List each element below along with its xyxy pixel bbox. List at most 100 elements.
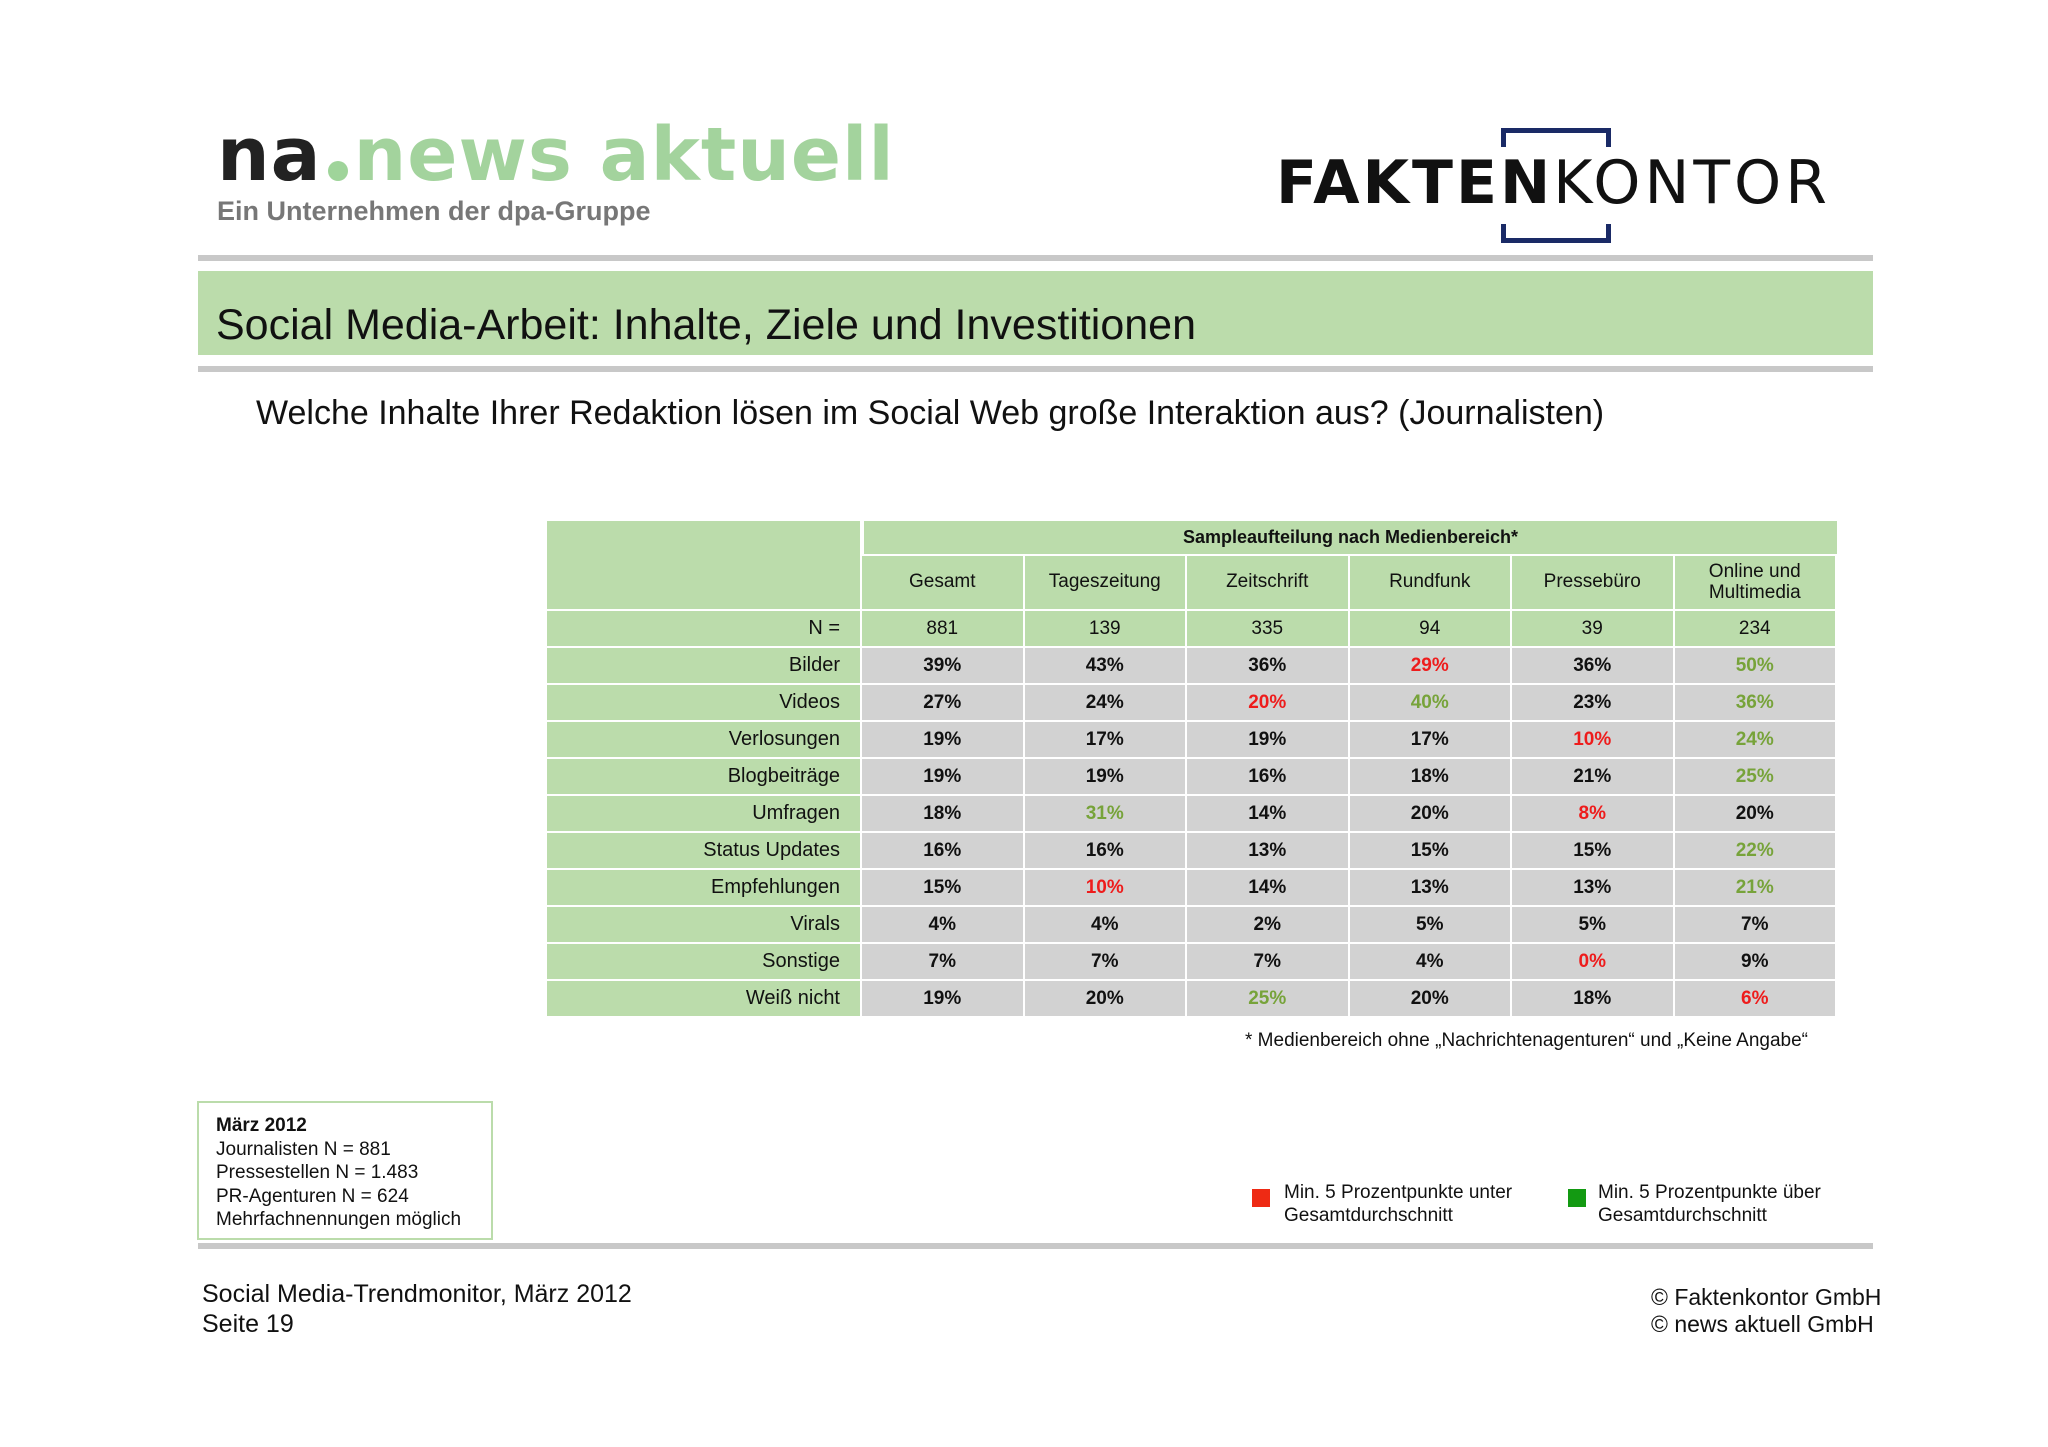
value-cell: 19%	[862, 759, 1025, 796]
table-row: Umfragen 18% 31% 14% 20% 8% 20%	[547, 796, 1837, 833]
value-cell: 13%	[1512, 870, 1675, 907]
row-label: Empfehlungen	[547, 870, 862, 907]
value-cell: 20%	[1187, 685, 1350, 722]
value-cell: 24%	[1024, 685, 1187, 722]
value-cell: 16%	[1187, 759, 1350, 796]
logo-dot-icon	[327, 160, 348, 181]
value-cell: 20%	[1349, 981, 1512, 1018]
sample-size-cell: 335	[1187, 611, 1350, 648]
value-cell: 7%	[862, 944, 1025, 981]
sample-size-cell: 94	[1349, 611, 1512, 648]
legend-high-label: Min. 5 Prozentpunkte über Gesamtdurchsch…	[1598, 1181, 1821, 1227]
header-blank-cell	[547, 521, 862, 611]
value-cell: 18%	[862, 796, 1025, 833]
sample-size-cell: 39	[1512, 611, 1675, 648]
table-row: Blogbeiträge 19% 19% 16% 18% 21% 25%	[547, 759, 1837, 796]
column-header: Online und Multimedia	[1674, 556, 1837, 611]
value-cell: 40%	[1349, 685, 1512, 722]
sample-size-row: N = 881 139 335 94 39 234	[547, 611, 1837, 648]
value-cell: 6%	[1674, 981, 1837, 1018]
column-header: Pressebüro	[1512, 556, 1675, 611]
legend-low-swatch	[1252, 1189, 1270, 1207]
table-row: Status Updates 16% 16% 13% 15% 15% 22%	[547, 833, 1837, 870]
table-row: Verlosungen 19% 17% 19% 17% 10% 24%	[547, 722, 1837, 759]
value-cell: 14%	[1187, 796, 1350, 833]
logo-na-name: news aktuell	[353, 112, 895, 198]
info-line: Journalisten N = 881	[216, 1138, 391, 1160]
value-cell: 13%	[1187, 833, 1350, 870]
value-cell: 5%	[1349, 907, 1512, 944]
footer-left: Social Media-Trendmonitor, März 2012 Sei…	[202, 1279, 632, 1339]
row-label: Videos	[547, 685, 862, 722]
row-label: Weiß nicht	[547, 981, 862, 1018]
page-number: Seite 19	[202, 1310, 294, 1338]
legend-high-line1: Min. 5 Prozentpunkte über	[1598, 1182, 1821, 1203]
title-bar: Social Media-Arbeit: Inhalte, Ziele und …	[198, 271, 1873, 355]
faktenkontor-logo: FAKTENKONTOR	[1276, 128, 1827, 243]
value-cell: 21%	[1512, 759, 1675, 796]
value-cell: 20%	[1349, 796, 1512, 833]
sample-size-cell: 881	[862, 611, 1025, 648]
logo-na-prefix: na	[217, 112, 322, 198]
value-cell: 50%	[1674, 648, 1837, 685]
value-cell: 14%	[1187, 870, 1350, 907]
value-cell: 24%	[1674, 722, 1837, 759]
value-cell: 19%	[1187, 722, 1350, 759]
table-row: Weiß nicht 19% 20% 25% 20% 18% 6%	[547, 981, 1837, 1018]
logo-na-tagline: Ein Unternehmen der dpa-Gruppe	[217, 196, 651, 226]
group-header: Sampleaufteilung nach Medienbereich*	[862, 521, 1837, 556]
row-label: Blogbeiträge	[547, 759, 862, 796]
value-cell: 15%	[1349, 833, 1512, 870]
value-cell: 18%	[1349, 759, 1512, 796]
value-cell: 0%	[1512, 944, 1675, 981]
info-box-title: März 2012	[216, 1115, 307, 1136]
table-row: Empfehlungen 15% 10% 14% 13% 13% 21%	[547, 870, 1837, 907]
table-row: Videos 27% 24% 20% 40% 23% 36%	[547, 685, 1837, 722]
value-cell: 22%	[1674, 833, 1837, 870]
value-cell: 7%	[1674, 907, 1837, 944]
footer-source: Social Media-Trendmonitor, März 2012	[202, 1280, 632, 1308]
value-cell: 4%	[1349, 944, 1512, 981]
table-header: Sampleaufteilung nach Medienbereich* Ges…	[547, 521, 1837, 611]
sample-size-cell: 234	[1674, 611, 1837, 648]
value-cell: 43%	[1024, 648, 1187, 685]
footnote: * Medienbereich ohne „Nachrichtenagentur…	[1245, 1030, 1808, 1051]
row-label: Umfragen	[547, 796, 862, 833]
logo-fk-part2: KONTOR	[1553, 148, 1831, 218]
legend-high-swatch	[1568, 1189, 1586, 1207]
value-cell: 8%	[1512, 796, 1675, 833]
row-label: Status Updates	[547, 833, 862, 870]
value-cell: 4%	[1024, 907, 1187, 944]
column-header: Tageszeitung	[1024, 556, 1187, 611]
value-cell: 5%	[1512, 907, 1675, 944]
value-cell: 13%	[1349, 870, 1512, 907]
row-label: Verlosungen	[547, 722, 862, 759]
divider-footer	[198, 1243, 1873, 1249]
value-cell: 19%	[862, 722, 1025, 759]
value-cell: 17%	[1349, 722, 1512, 759]
value-cell: 10%	[1512, 722, 1675, 759]
value-cell: 7%	[1024, 944, 1187, 981]
value-cell: 19%	[862, 981, 1025, 1018]
value-cell: 19%	[1024, 759, 1187, 796]
copyright-news-aktuell: © news aktuell GmbH	[1651, 1311, 1874, 1337]
divider-top	[198, 255, 1873, 261]
info-line: Pressestellen N = 1.483	[216, 1162, 419, 1183]
table-row: Sonstige 7% 7% 7% 4% 0% 9%	[547, 944, 1837, 981]
value-cell: 25%	[1187, 981, 1350, 1018]
row-label: Bilder	[547, 648, 862, 685]
logo-bracket-top-icon	[1501, 128, 1611, 147]
row-label: Sonstige	[547, 944, 862, 981]
column-header: Zeitschrift	[1187, 556, 1350, 611]
table-row: Virals 4% 4% 2% 5% 5% 7%	[547, 907, 1837, 944]
logo-bracket-bottom-icon	[1501, 224, 1611, 243]
row-label: N =	[547, 611, 862, 648]
sample-size-cell: 139	[1024, 611, 1187, 648]
legend-high-line2: Gesamtdurchschnitt	[1598, 1205, 1767, 1226]
value-cell: 39%	[862, 648, 1025, 685]
column-header: Gesamt	[862, 556, 1025, 611]
value-cell: 36%	[1187, 648, 1350, 685]
legend-low-label: Min. 5 Prozentpunkte unter Gesamtdurchsc…	[1284, 1181, 1512, 1227]
sample-info-box: März 2012 Journalisten N = 881 Presseste…	[197, 1101, 493, 1240]
value-cell: 23%	[1512, 685, 1675, 722]
